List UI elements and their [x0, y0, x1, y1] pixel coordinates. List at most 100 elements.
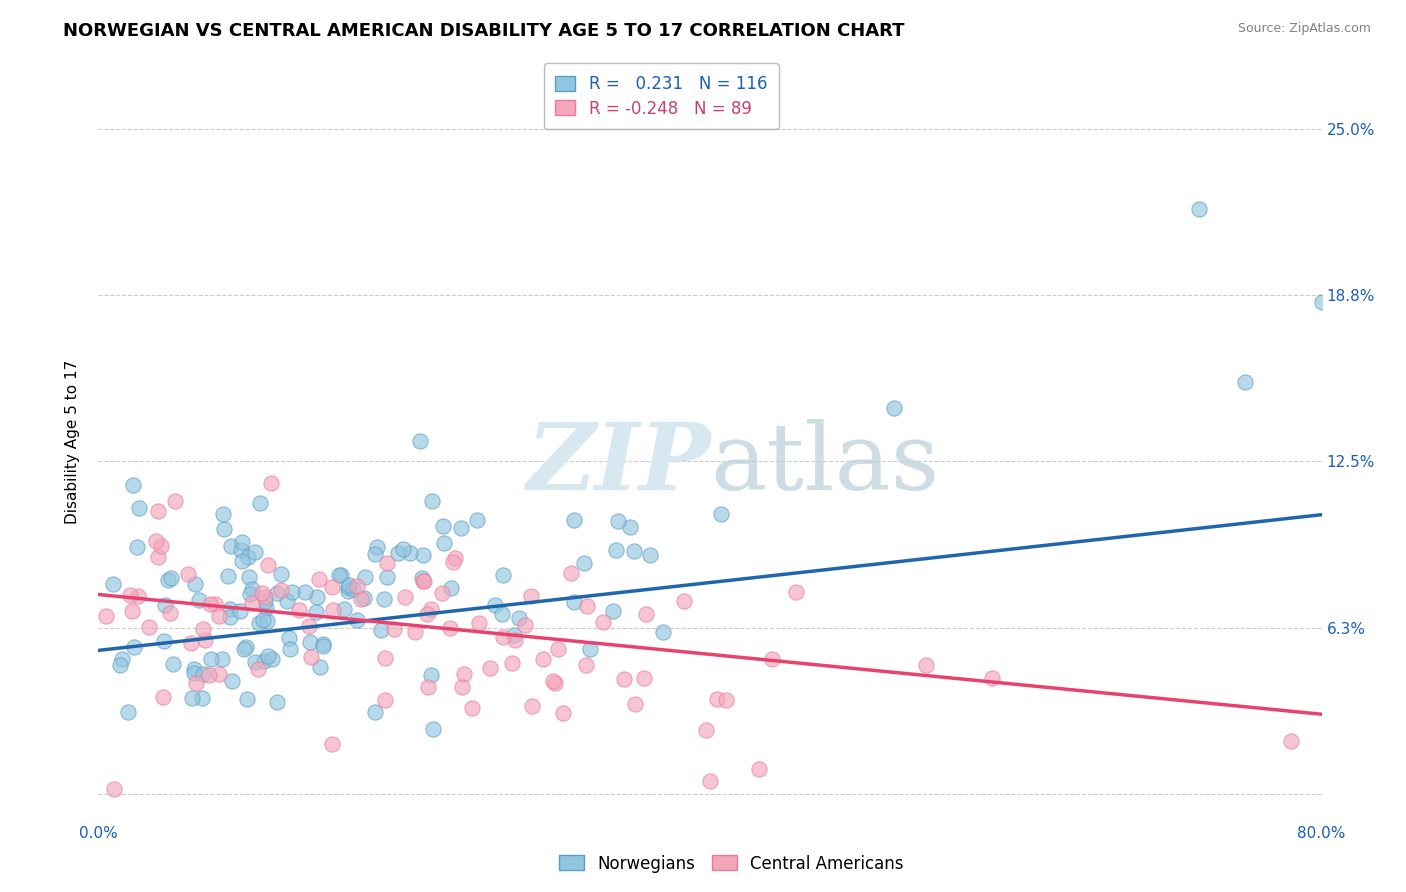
Point — [592, 615, 614, 630]
Point — [564, 513, 586, 527]
Point — [270, 583, 292, 598]
Point — [439, 621, 461, 635]
Point — [413, 574, 436, 588]
Point — [329, 568, 352, 582]
Point — [374, 692, 396, 706]
Point — [299, 650, 322, 665]
Point — [145, 534, 167, 549]
Point — [508, 611, 530, 625]
Point — [204, 597, 226, 611]
Point — [412, 574, 434, 589]
Point — [492, 630, 515, 644]
Point — [346, 579, 368, 593]
Point — [531, 652, 554, 666]
Y-axis label: Disability Age 5 to 17: Disability Age 5 to 17 — [65, 359, 80, 524]
Point — [214, 522, 236, 536]
Point — [420, 494, 443, 508]
Point — [328, 568, 350, 582]
Point — [478, 661, 501, 675]
Point — [606, 514, 628, 528]
Point — [238, 570, 260, 584]
Point — [236, 550, 259, 565]
Point — [638, 549, 661, 563]
Point — [138, 619, 160, 633]
Point — [278, 641, 301, 656]
Point — [217, 568, 239, 582]
Legend: R =   0.231   N = 116, R = -0.248   N = 89: R = 0.231 N = 116, R = -0.248 N = 89 — [544, 63, 779, 129]
Point — [412, 548, 434, 562]
Point — [180, 691, 202, 706]
Point — [146, 504, 169, 518]
Point — [392, 541, 415, 556]
Point — [441, 555, 464, 569]
Point — [252, 613, 274, 627]
Point — [416, 607, 439, 621]
Point — [1234, 375, 1257, 389]
Point — [672, 594, 695, 608]
Point — [153, 598, 176, 612]
Point — [624, 697, 647, 711]
Point — [364, 548, 387, 562]
Point — [492, 568, 515, 582]
Point — [312, 639, 335, 653]
Point — [309, 660, 332, 674]
Point — [162, 657, 184, 672]
Point — [575, 658, 598, 673]
Point — [450, 521, 472, 535]
Point — [108, 658, 131, 673]
Point — [187, 593, 209, 607]
Point — [294, 585, 316, 599]
Point — [249, 496, 271, 510]
Point — [353, 591, 375, 605]
Point — [636, 607, 658, 622]
Point — [468, 615, 491, 630]
Point — [377, 556, 399, 570]
Point — [695, 723, 717, 737]
Point — [394, 590, 416, 604]
Point — [270, 566, 292, 581]
Point — [219, 539, 242, 553]
Point — [221, 674, 243, 689]
Point — [247, 615, 270, 630]
Point — [118, 588, 141, 602]
Point — [520, 589, 543, 603]
Point — [382, 622, 405, 636]
Point — [159, 606, 181, 620]
Point — [117, 705, 139, 719]
Point — [544, 676, 567, 690]
Point — [418, 680, 440, 694]
Point — [304, 605, 326, 619]
Point — [243, 545, 266, 559]
Point — [157, 573, 180, 587]
Point — [451, 680, 474, 694]
Point — [716, 693, 738, 707]
Point — [440, 581, 463, 595]
Point — [404, 625, 426, 640]
Point — [278, 631, 301, 645]
Point — [121, 604, 143, 618]
Point — [322, 603, 344, 617]
Point — [240, 596, 263, 610]
Point — [127, 590, 149, 604]
Text: ZIP: ZIP — [526, 419, 710, 509]
Point — [153, 633, 176, 648]
Point — [748, 762, 770, 776]
Point — [453, 666, 475, 681]
Point — [198, 597, 221, 611]
Point — [623, 544, 645, 558]
Point — [281, 585, 304, 599]
Point — [321, 737, 343, 751]
Point — [94, 608, 117, 623]
Point — [333, 602, 356, 616]
Point — [503, 628, 526, 642]
Point — [422, 723, 444, 737]
Point — [419, 602, 441, 616]
Point — [152, 690, 174, 704]
Point — [430, 585, 453, 599]
Point — [191, 623, 214, 637]
Point — [346, 613, 368, 627]
Point — [336, 584, 359, 599]
Point — [243, 655, 266, 669]
Point — [233, 642, 256, 657]
Point — [231, 535, 253, 549]
